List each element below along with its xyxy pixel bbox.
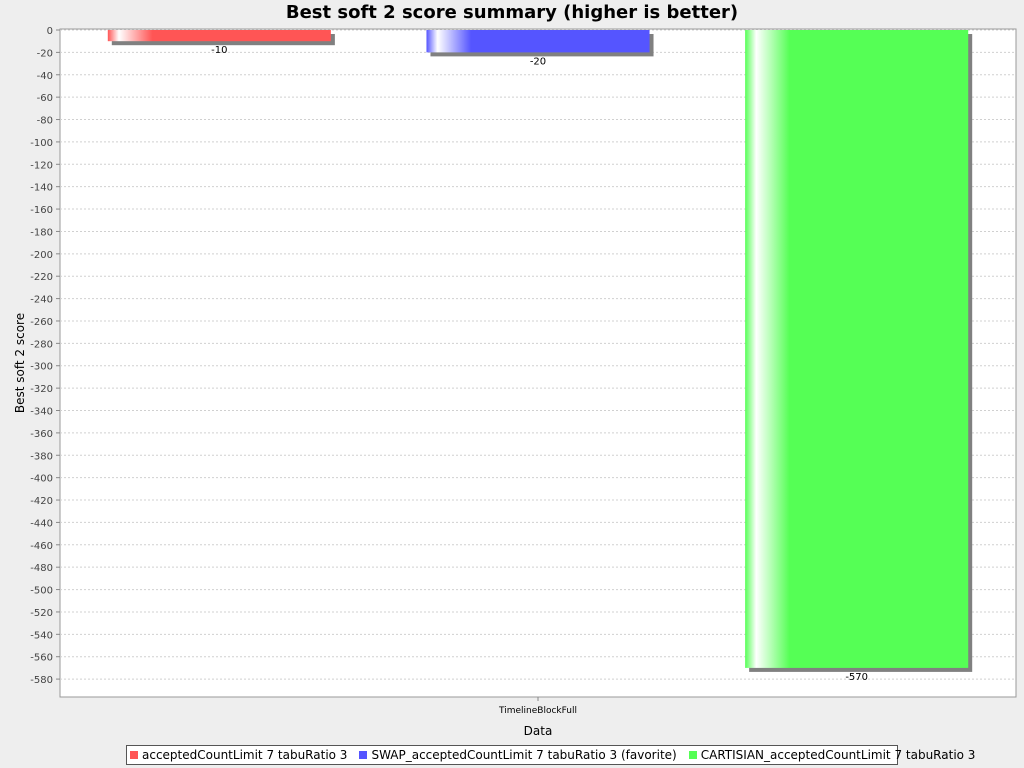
y-tick-label: -400 <box>30 474 53 485</box>
y-tick-label: -160 <box>30 205 53 216</box>
data-label: -20 <box>530 56 546 67</box>
y-tick-label: -560 <box>30 653 53 664</box>
legend: acceptedCountLimit 7 tabuRatio 3 SWAP_acc… <box>126 745 975 765</box>
y-tick-label: -520 <box>30 608 53 619</box>
legend-swatch <box>688 751 697 759</box>
y-tick-label: -540 <box>30 630 53 641</box>
y-tick-label: -420 <box>30 496 53 507</box>
legend-swatch <box>359 751 368 759</box>
bar-chart: 0 -20 -40 -60 -80 -100 -120 -140 -160 -180 -200 -22… <box>13 26 1017 738</box>
y-tick-label: -240 <box>30 295 53 306</box>
bar <box>745 30 969 668</box>
y-tick-label: -260 <box>30 317 53 328</box>
legend-label: acceptedCountLimit 7 tabuRatio 3 <box>142 748 348 762</box>
y-tick-label: -460 <box>30 541 53 552</box>
y-tick-label: -480 <box>30 563 53 574</box>
data-label: -10 <box>211 45 227 56</box>
y-tick-label: -500 <box>30 586 53 597</box>
y-tick-label: -200 <box>30 250 53 261</box>
y-tick-label: -380 <box>30 451 53 462</box>
y-axis-label: Best soft 2 score <box>13 313 27 413</box>
y-tick-label: -180 <box>30 227 53 238</box>
legend-item: SWAP_acceptedCountLimit 7 tabuRatio 3 (f… <box>359 748 677 762</box>
y-tick-label: -340 <box>30 407 53 418</box>
y-tick-label: -60 <box>37 93 53 104</box>
x-tick-label: TimelineBlockFull <box>498 706 577 716</box>
data-label: -570 <box>845 672 868 683</box>
y-tick-label: -80 <box>37 116 53 127</box>
y-tick-label: -300 <box>30 362 53 373</box>
legend-label: SWAP_acceptedCountLimit 7 tabuRatio 3 (f… <box>371 748 677 762</box>
y-tick-label: -580 <box>30 675 53 686</box>
legend-item: CARTISIAN_acceptedCountLimit 7 tabuRatio… <box>688 748 976 762</box>
y-tick-label: -100 <box>30 138 53 149</box>
y-tick-label: -440 <box>30 518 53 529</box>
chart-title: Best soft 2 score summary (higher is bet… <box>285 2 739 23</box>
legend-swatch <box>130 751 138 759</box>
y-tick-label: 0 <box>47 26 53 37</box>
legend-label: CARTISIAN_acceptedCountLimit 7 tabuRatio… <box>700 748 976 762</box>
y-tick-label: -280 <box>30 339 53 350</box>
bar <box>426 30 650 53</box>
y-tick-label: -360 <box>30 429 53 440</box>
y-tick-label: -320 <box>30 384 53 395</box>
legend-item: acceptedCountLimit 7 tabuRatio 3 <box>130 748 347 762</box>
y-tick-label: -220 <box>30 272 53 283</box>
x-axis-label: Data <box>524 724 553 738</box>
y-tick-label: -140 <box>30 183 53 194</box>
y-tick-label: -120 <box>30 160 53 171</box>
bar <box>107 30 331 42</box>
y-tick-label: -40 <box>37 71 53 82</box>
y-tick-label: -20 <box>37 48 53 59</box>
